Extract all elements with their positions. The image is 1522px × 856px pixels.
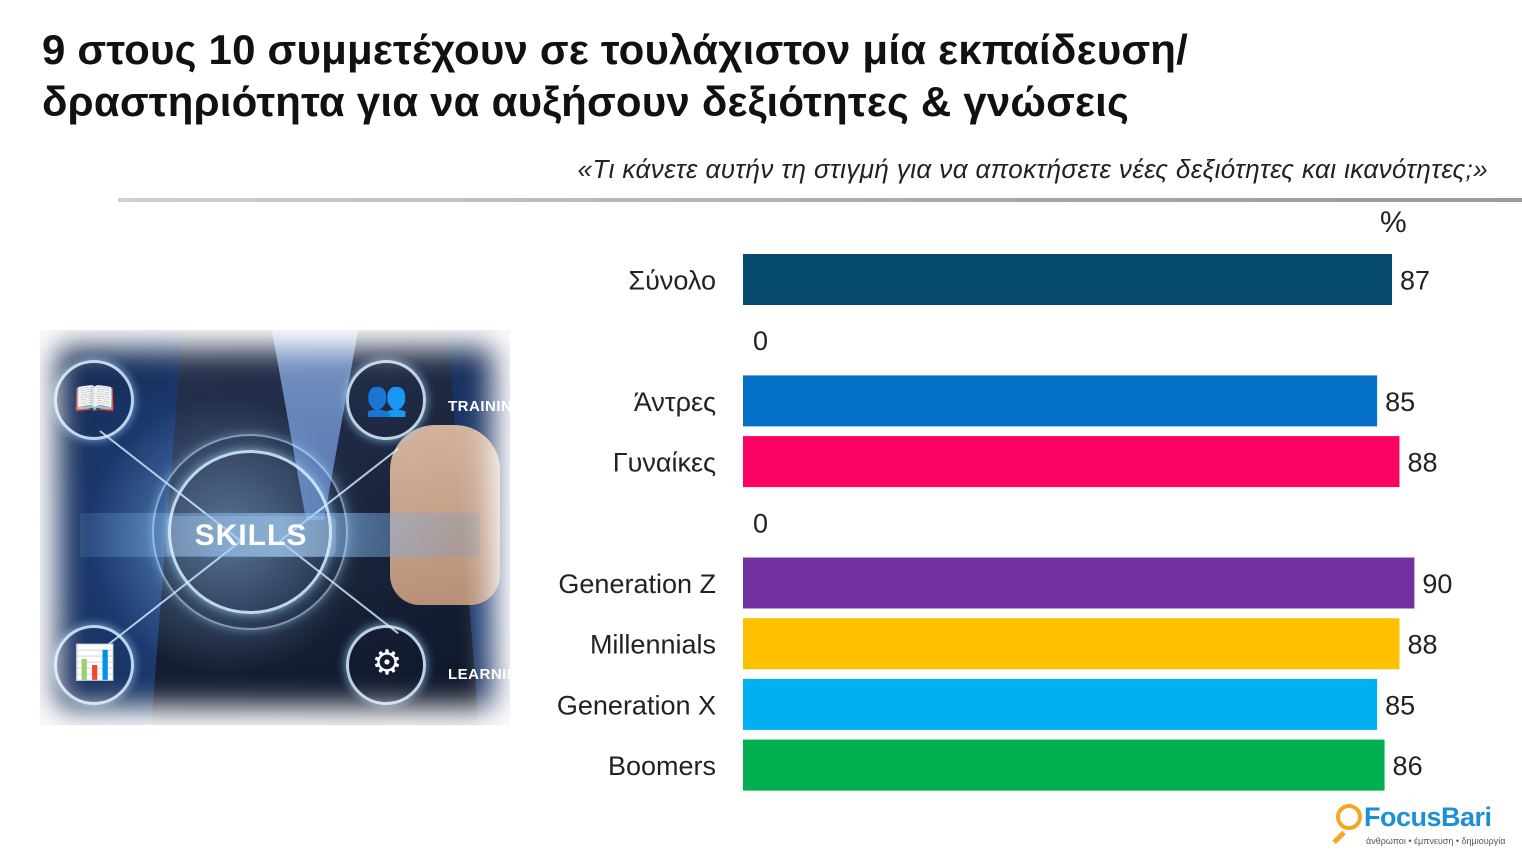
skills-label: SKILLS: [166, 516, 336, 556]
magnifier-handle: [1332, 830, 1346, 845]
title-line-1: 9 στους 10 συμμετέχουν σε τουλάχιστον μί…: [42, 26, 1189, 73]
category-label: Άντρες: [634, 387, 716, 417]
unit-label: %: [1380, 206, 1407, 239]
value-label: 0: [753, 326, 768, 356]
category-label: Σύνολο: [628, 266, 716, 296]
book-ring: [54, 360, 134, 440]
learning-tag: LEARNIN: [448, 666, 510, 683]
logo-brand: FocusBari: [1364, 802, 1492, 832]
page-title: 9 στους 10 συμμετέχουν σε τουλάχιστον μί…: [42, 24, 1482, 128]
bar-chart: Σύνολο 87 0 Άντρες 85 Γυναίκες 88 0 Generation Z…: [557, 254, 1452, 791]
learning-ring: [346, 625, 426, 705]
category-label: Boomers: [608, 751, 716, 781]
skills-illustration: SKILLS 📖 👥 TRAININ 📊 ⚙ LEARNIN: [40, 330, 510, 725]
bar: [743, 739, 1385, 791]
value-label: 88: [1407, 630, 1437, 660]
brain-gears-icon: ⚙: [371, 644, 403, 682]
training-ring: [346, 360, 426, 440]
presenter-chart-icon: 📊: [73, 644, 117, 682]
magnifier-icon: [1336, 804, 1362, 830]
category-label: Γυναίκες: [613, 448, 716, 478]
category-label: Millennials: [590, 630, 716, 660]
bar: [743, 557, 1415, 609]
value-label: 85: [1385, 690, 1415, 720]
header-divider: [118, 198, 1522, 202]
focusbari-logo: FocusBari άνθρωποι • έμπνευση • δημιουργ…: [1330, 800, 1510, 850]
value-label: 90: [1422, 569, 1452, 599]
question-subtitle: «Τι κάνετε αυτήν τη στιγμή για να αποκτή…: [577, 154, 1488, 184]
training-tag: TRAININ: [448, 398, 510, 415]
bar: [743, 436, 1400, 488]
category-label: Generation X: [557, 690, 716, 720]
presenter-ring: [54, 625, 134, 705]
value-label: 88: [1407, 448, 1437, 478]
bar: [743, 254, 1393, 305]
book-icon: 📖: [73, 380, 117, 418]
bar: [743, 678, 1378, 730]
presentation-icon: 👥: [365, 380, 409, 418]
bar: [743, 618, 1400, 670]
value-label: 87: [1400, 266, 1430, 296]
logo-tagline: άνθρωποι • έμπνευση • δημιουργία: [1366, 836, 1506, 846]
value-label: 86: [1393, 751, 1423, 781]
value-label: 85: [1385, 387, 1415, 417]
value-label: 0: [753, 508, 768, 538]
category-label: Generation Z: [558, 569, 716, 599]
bar: [743, 375, 1378, 427]
title-line-2: δραστηριότητα για να αυξήσουν δεξιότητες…: [42, 78, 1130, 125]
skills-outer-ring: [152, 434, 348, 630]
